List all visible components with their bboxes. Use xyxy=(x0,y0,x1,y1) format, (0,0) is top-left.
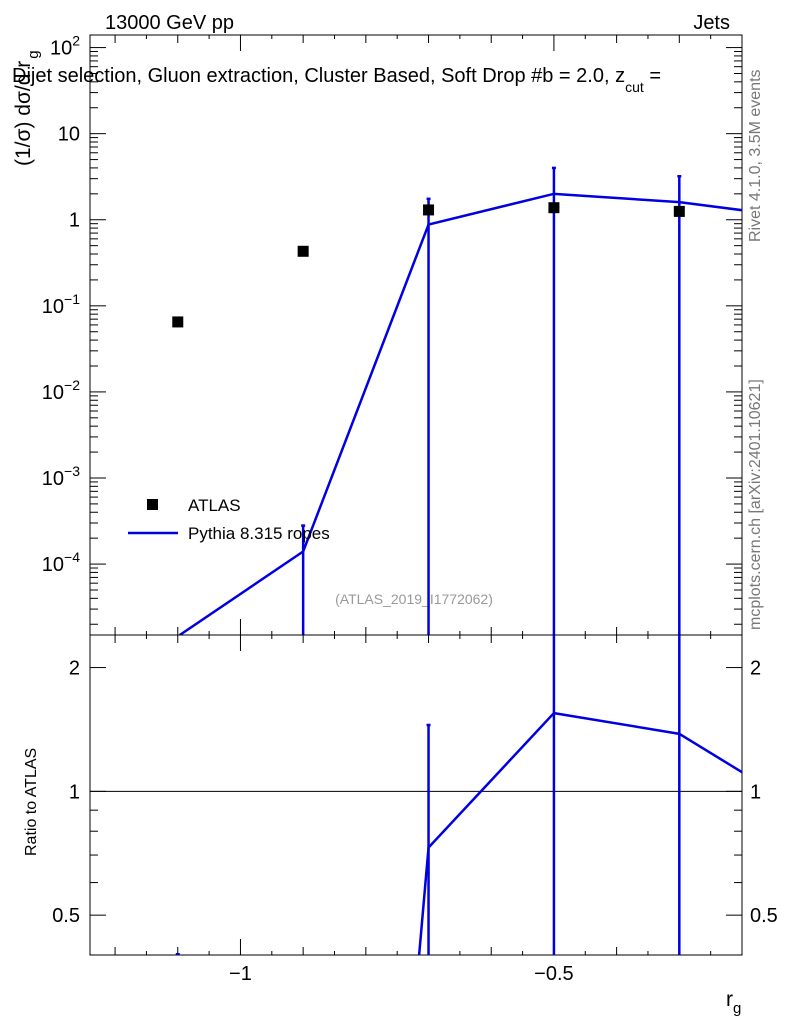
mc-line xyxy=(179,192,742,635)
plot-title: Dijet selection, Gluon extraction, Clust… xyxy=(12,65,661,95)
x-tick-label: −0.5 xyxy=(534,963,573,985)
atlas-data-point xyxy=(297,245,309,257)
atlas-data-point xyxy=(172,316,184,328)
atlas-data-point xyxy=(673,205,685,217)
analysis-watermark: (ATLAS_2019_I1772062) xyxy=(335,591,493,607)
mcplots-label: mcplots.cern.ch [arXiv:2401.10621] xyxy=(747,379,764,630)
legend: ATLAS Pythia 8.315 ropes xyxy=(128,496,330,543)
y-tick-label: 10−4 xyxy=(42,549,80,576)
y-tick-label: 102 xyxy=(50,33,80,60)
ratio-plot-frame: −1 −0.5 0.5 0.5 1 1 2 2 xyxy=(52,634,778,985)
main-plot-marks xyxy=(172,166,779,635)
y-tick-label: 1 xyxy=(69,210,80,232)
legend-pythia-label: Pythia 8.315 ropes xyxy=(188,524,330,543)
ratio-plot-marks xyxy=(90,635,742,955)
rivet-version-label: Rivet 4.1.0, 3.5M events xyxy=(747,69,764,242)
y-tick-label: 10−1 xyxy=(42,291,80,318)
x-axis-label: rg xyxy=(726,988,741,1017)
legend-atlas-label: ATLAS xyxy=(188,496,241,515)
atlas-data-point xyxy=(768,208,779,219)
ratio-y-tick-label: 0.5 xyxy=(52,905,80,927)
y-tick-label: 10−2 xyxy=(42,377,80,404)
ratio-line xyxy=(417,711,742,955)
ratio-y-tick-label-right: 2 xyxy=(750,658,761,680)
energy-label: 13000 GeV pp xyxy=(105,12,234,34)
y-axis-label: (1/σ) dσ/d rg xyxy=(12,50,42,166)
y-tick-label: 10 xyxy=(58,124,80,146)
ratio-y-axis-label: Ratio to ATLAS xyxy=(23,748,40,856)
legend-atlas-marker xyxy=(147,499,158,510)
main-plot-frame: 10−4 10−3 10−2 10−1 1 10 102 xyxy=(42,33,743,636)
x-tick-label: −1 xyxy=(229,963,252,985)
ratio-y-tick-label: 2 xyxy=(69,658,80,680)
atlas-data-point xyxy=(548,202,560,214)
y-tick-label: 10−3 xyxy=(42,463,80,490)
ratio-plot-series xyxy=(90,635,742,955)
atlas-data-point xyxy=(423,204,435,216)
main-plot-border xyxy=(89,34,743,636)
ratio-y-tick-label-right: 0.5 xyxy=(750,905,778,927)
main-plot-series xyxy=(172,166,779,635)
ratio-y-tick-label: 1 xyxy=(69,781,80,803)
ratio-y-tick-label-right: 1 xyxy=(750,781,761,803)
jets-label: Jets xyxy=(693,12,730,34)
ratio-plot-border xyxy=(89,634,743,956)
